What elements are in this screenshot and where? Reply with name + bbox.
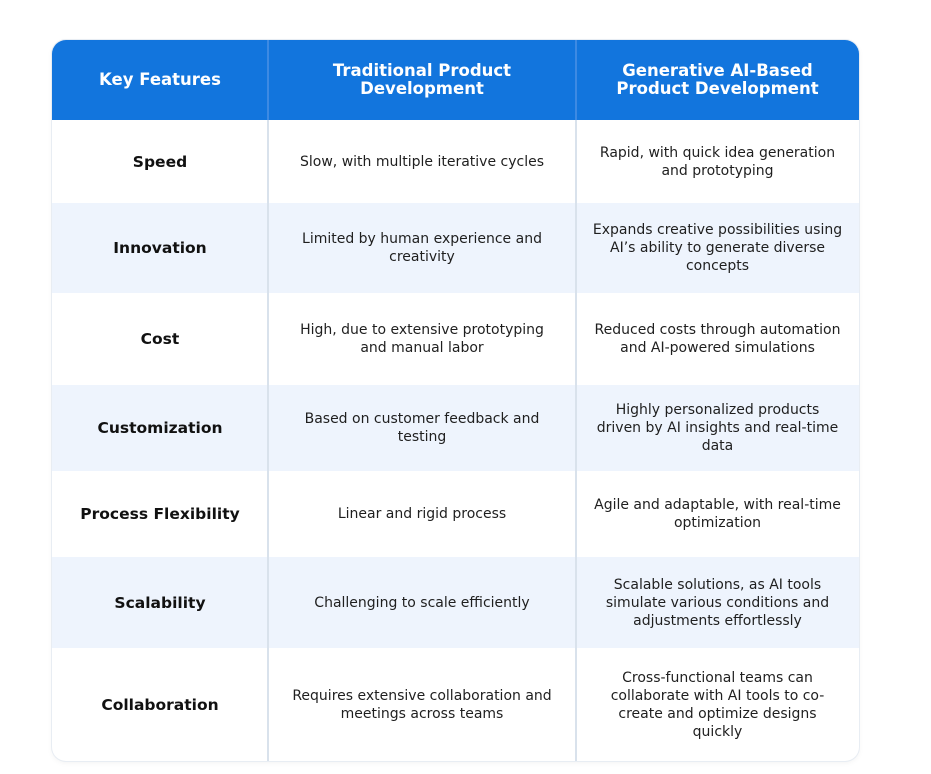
header-key-features: Key Features <box>99 70 221 89</box>
feature-cell: Collaboration <box>101 695 219 714</box>
column-divider <box>267 40 269 761</box>
generative-cell: Reduced costs through automation and AI-… <box>594 322 841 356</box>
generative-cell: Rapid, with quick idea generation and pr… <box>599 144 836 179</box>
feature-cell: Speed <box>132 152 188 171</box>
feature-cell: Customization <box>97 419 223 437</box>
table-row: Collaboration Requires extensive collabo… <box>52 648 859 761</box>
table-row: Process Flexibility Linear and rigid pro… <box>52 471 859 557</box>
traditional-cell: Slow, with multiple iterative cycles <box>300 153 544 170</box>
traditional-cell: Limited by human experience and creativi… <box>302 231 542 265</box>
header-column-divider <box>267 40 269 120</box>
generative-cell: Scalable solutions, as AI tools simulate… <box>605 576 830 629</box>
generative-cell: Expands creative possibilities using AI’… <box>592 222 843 274</box>
table-row: Scalability Challenging to scale efficie… <box>52 557 859 648</box>
column-divider <box>575 40 577 761</box>
traditional-cell: Challenging to scale efficiently <box>314 594 530 611</box>
generative-cell: Highly personalized products driven by A… <box>596 402 839 454</box>
header-traditional: Traditional Product Development <box>332 61 512 98</box>
feature-cell: Innovation <box>113 239 207 257</box>
table-row: Innovation Limited by human experience a… <box>52 203 859 293</box>
table-row: Cost High, due to extensive prototyping … <box>52 293 859 385</box>
feature-cell: Cost <box>140 330 180 348</box>
traditional-cell: Based on customer feedback and testing <box>304 411 540 445</box>
feature-cell: Scalability <box>114 593 206 612</box>
header-generative-ai: Generative AI-Based Product Development <box>616 61 819 98</box>
generative-cell: Agile and adaptable, with real-time opti… <box>594 497 841 531</box>
traditional-cell: Linear and rigid process <box>337 506 507 522</box>
header-column-divider <box>575 40 577 120</box>
table-row: Customization Based on customer feedback… <box>52 385 859 471</box>
generative-cell: Cross-functional teams can collaborate w… <box>610 669 825 740</box>
feature-cell: Process Flexibility <box>80 505 240 523</box>
table-row: Speed Slow, with multiple iterative cycl… <box>52 120 859 203</box>
table-header: Key Features Traditional Product Develop… <box>52 40 859 120</box>
traditional-cell: Requires extensive collaboration and mee… <box>292 687 552 722</box>
comparison-table: Key Features Traditional Product Develop… <box>52 40 859 761</box>
traditional-cell: High, due to extensive prototyping and m… <box>300 322 544 356</box>
